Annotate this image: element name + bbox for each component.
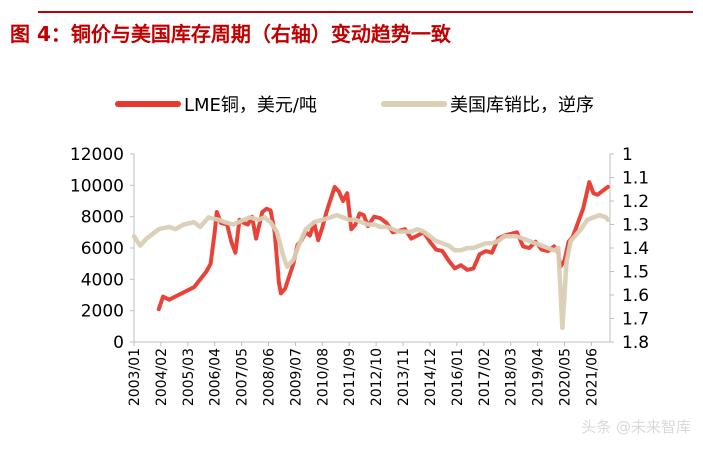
left-tick-label: 8000 [81, 208, 124, 228]
x-tick-label: 2019/04 [531, 348, 547, 406]
x-tick-label: 2013/11 [396, 348, 412, 406]
x-tick-label: 2006/04 [208, 348, 224, 406]
x-tick-label: 2004/02 [154, 348, 170, 406]
right-tick-label: 1.4 [622, 239, 649, 259]
title-rule [38, 11, 693, 13]
watermark: 头条 @未来智库 [581, 418, 691, 436]
left-tick-label: 2000 [81, 302, 124, 322]
left-tick-label: 0 [113, 333, 124, 353]
x-tick-label: 2007/05 [235, 348, 251, 406]
x-tick-label: 2009/07 [288, 348, 304, 406]
left-tick-label: 10000 [70, 176, 124, 196]
series-line-inventory-sales-ratio [131, 212, 611, 331]
axes: 0 2000 4000 6000 8000 10000 12000 1 1.1 1.2 1.3 1.4… [70, 145, 649, 406]
right-tick-label: 1.5 [622, 263, 649, 283]
x-tick-label: 2003/01 [127, 348, 143, 406]
right-tick-label: 1.3 [622, 216, 649, 236]
x-tick-label: 2011/09 [342, 348, 358, 406]
right-tick-label: 1.7 [622, 310, 649, 330]
chart-title: 图 4：铜价与美国库存周期（右轴）变动趋势一致 [10, 22, 451, 46]
left-tick-label: 12000 [70, 145, 124, 165]
x-tick-label: 2010/08 [315, 348, 331, 406]
series-lines [131, 180, 611, 331]
right-tick-label: 1.2 [622, 192, 649, 212]
x-tick-label: 2017/02 [477, 348, 493, 406]
legend: LME铜，美元/吨 美国库销比，逆序 [115, 95, 594, 116]
x-tick-label: 2008/06 [262, 348, 278, 406]
legend-label-inventory-sales-ratio: 美国库销比，逆序 [450, 95, 594, 116]
x-tick-label: 2018/03 [504, 348, 520, 406]
x-tick-label: 2014/12 [423, 348, 439, 406]
right-tick-label: 1.1 [622, 169, 649, 189]
left-tick-label: 6000 [81, 239, 124, 259]
left-tick-label: 4000 [81, 270, 124, 290]
legend-label-lme-copper: LME铜，美元/吨 [184, 95, 317, 116]
right-tick-label: 1 [622, 145, 633, 165]
right-tick-label: 1.8 [622, 333, 649, 353]
x-tick-label: 2005/03 [181, 348, 197, 406]
x-tick-label: 2016/01 [450, 348, 466, 406]
x-tick-label: 2021/06 [584, 348, 600, 406]
x-tick-label: 2020/05 [557, 348, 573, 406]
right-tick-label: 1.6 [622, 286, 649, 306]
x-tick-label: 2012/10 [369, 348, 385, 406]
